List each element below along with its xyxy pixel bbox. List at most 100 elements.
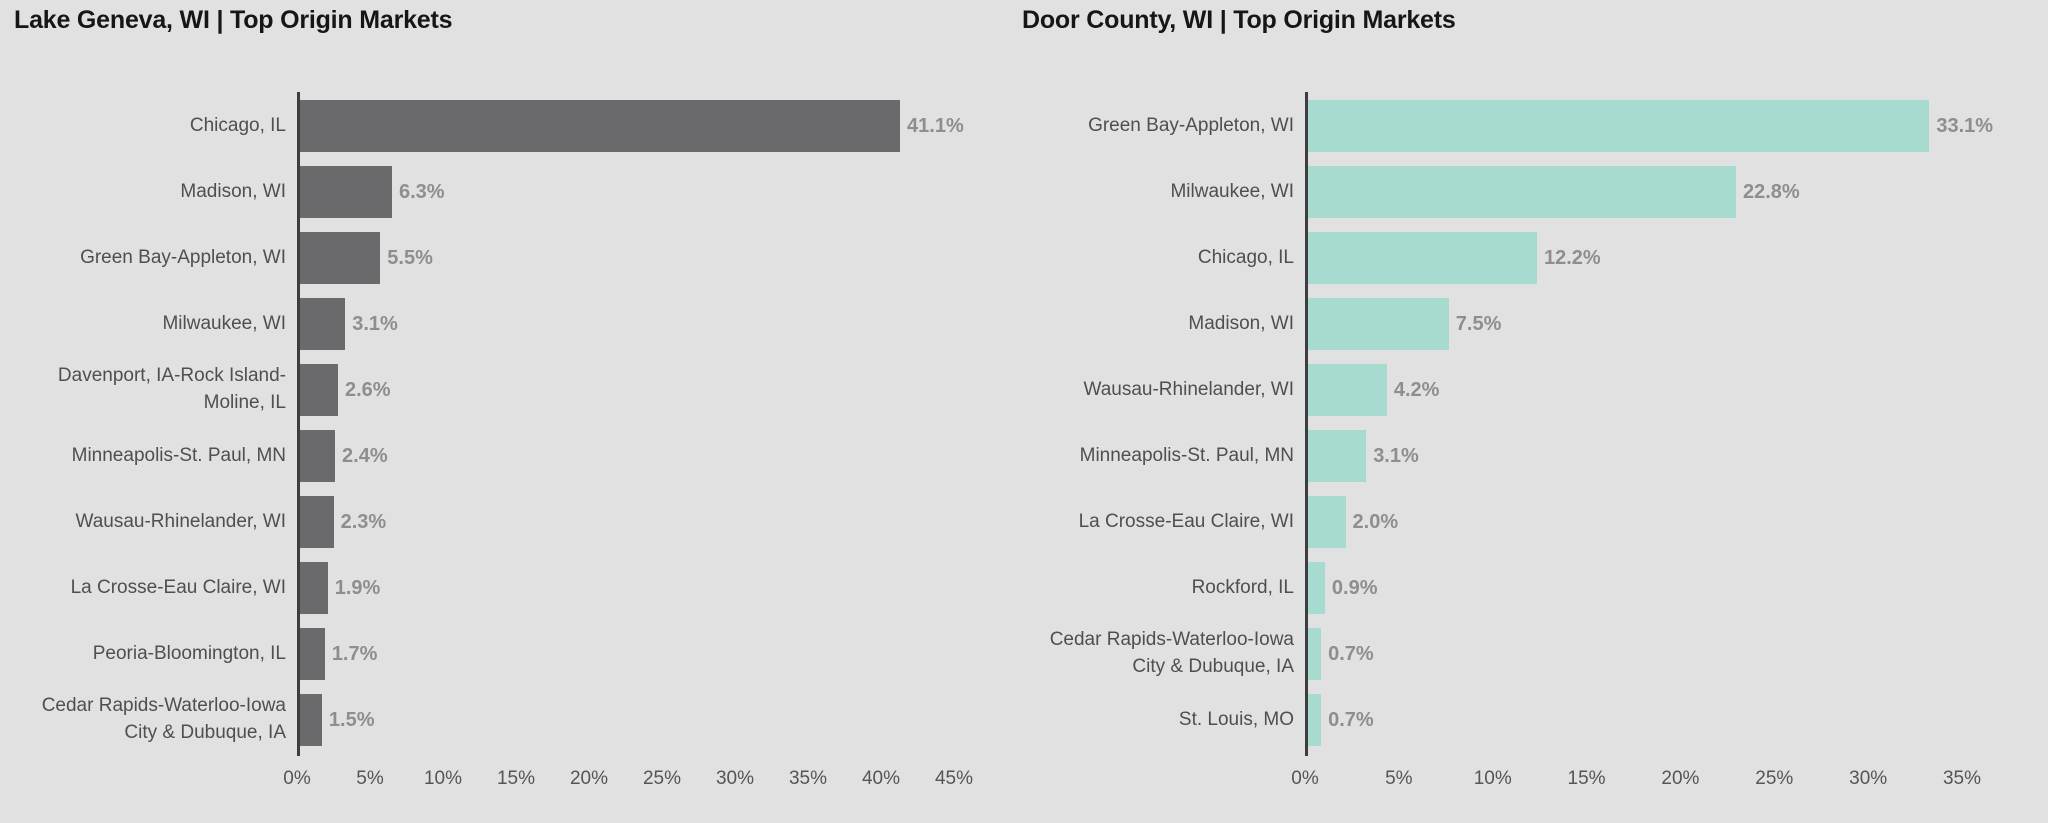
value-label: 0.7% [1328, 642, 1374, 665]
value-label: 1.5% [328, 708, 375, 731]
value-label: 2.4% [342, 444, 388, 467]
value-label: 2.0% [1352, 510, 1399, 533]
bar [300, 100, 901, 152]
x-tick-label: 45% [934, 768, 974, 789]
bar-row: Davenport, IA-Rock Island- Moline, IL 2.6… [0, 357, 960, 423]
bar [300, 562, 328, 614]
bar-track: 1.7% [300, 621, 957, 687]
value-label: 5.5% [387, 246, 433, 269]
bar-track: 3.1% [1308, 423, 1965, 489]
x-tick-label: 30% [715, 768, 755, 789]
bar [300, 496, 334, 548]
bar-row: Madison, WI 6.3% [0, 159, 960, 225]
bar-track: 22.8% [1308, 159, 1965, 225]
bar [1308, 100, 1930, 152]
value-label: 0.9% [1331, 576, 1378, 599]
category-label: La Crosse-Eau Claire, WI [1078, 510, 1294, 532]
bar [1308, 628, 1322, 680]
bar-rows: Green Bay-Appleton, WI 33.1% Milwaukee, WI… [1008, 93, 1993, 753]
bar-row: St. Louis, MO 0.7% [1008, 687, 1968, 753]
value-label: 33.1% [1936, 114, 1994, 137]
category-label: Milwaukee, WI [162, 312, 286, 334]
bar-row: Minneapolis-St. Paul, MN 3.1% [1008, 423, 1968, 489]
chart-lake-geneva: Lake Geneva, WI | Top Origin Markets Chi… [0, 0, 1008, 823]
x-tick-label: 40% [861, 768, 900, 789]
value-label: 12.2% [1544, 246, 1601, 269]
x-tick-label: 10% [1473, 768, 1512, 789]
x-tick-label: 5% [1385, 768, 1413, 789]
y-axis-line [1305, 92, 1308, 756]
bar-track: 33.1% [1308, 93, 1993, 159]
bar [300, 694, 322, 746]
bar [1308, 364, 1387, 416]
bar [1308, 166, 1736, 218]
bar-track: 3.1% [300, 291, 957, 357]
bar-row: Chicago, IL 41.1% [0, 93, 964, 159]
bar-track: 4.2% [1308, 357, 1965, 423]
bar-track: 6.3% [300, 159, 957, 225]
bar-row: Madison, WI 7.5% [1008, 291, 1968, 357]
x-tick-label: 15% [1567, 768, 1606, 789]
value-label: 6.3% [398, 180, 445, 203]
bar-row: Minneapolis-St. Paul, MN 2.4% [0, 423, 960, 489]
category-label: Green Bay-Appleton, WI [1088, 114, 1294, 136]
chart-title-lake-geneva: Lake Geneva, WI | Top Origin Markets [14, 6, 453, 34]
bar [1308, 694, 1322, 746]
x-axis: 0% 5% 10% 15% 20% 25% 30% 35% [1291, 768, 1981, 794]
bar [300, 364, 338, 416]
bar-track: 5.5% [300, 225, 957, 291]
category-label: Madison, WI [180, 180, 286, 202]
bar [1308, 232, 1537, 284]
value-label: 2.6% [344, 378, 391, 401]
x-tick-label: 5% [356, 768, 384, 789]
value-label: 2.3% [340, 510, 387, 533]
bar-track: 12.2% [1308, 225, 1965, 291]
x-tick-label: 15% [496, 768, 536, 789]
category-label: Rockford, IL [1191, 576, 1294, 598]
category-label: Wausau-Rhinelander, WI [1083, 378, 1294, 400]
x-tick-label: 0% [283, 768, 311, 789]
bar-track: 1.5% [300, 687, 957, 753]
bar-track: 0.7% [1308, 687, 1965, 753]
value-label: 3.1% [352, 312, 398, 335]
bar-row: Wausau-Rhinelander, WI 2.3% [0, 489, 960, 555]
x-tick-label: 35% [1942, 768, 1982, 789]
value-label: 1.7% [331, 642, 378, 665]
bar-track: 2.6% [300, 357, 957, 423]
bar-track: 7.5% [1308, 291, 1965, 357]
bar [1308, 496, 1346, 548]
value-label: 3.1% [1373, 444, 1419, 467]
bar-track: 0.7% [1308, 621, 1965, 687]
bar-row: Cedar Rapids-Waterloo-Iowa City & Dubuqu… [1008, 621, 1968, 687]
y-axis-line [297, 92, 300, 756]
category-label: Peoria-Bloomington, IL [92, 642, 286, 664]
category-label: Cedar Rapids-Waterloo-Iowa City & Dubuqu… [1049, 629, 1294, 677]
bar-row: Green Bay-Appleton, WI 33.1% [1008, 93, 1993, 159]
value-label: 4.2% [1393, 378, 1440, 401]
bar-row: Milwaukee, WI 22.8% [1008, 159, 1968, 225]
value-label: 22.8% [1742, 180, 1800, 203]
bar [300, 430, 336, 482]
bar-row: Milwaukee, WI 3.1% [0, 291, 960, 357]
bar-row: La Crosse-Eau Claire, WI 2.0% [1008, 489, 1968, 555]
bar-track: 41.1% [300, 93, 964, 159]
value-label: 41.1% [907, 114, 964, 137]
bar [300, 628, 325, 680]
value-label: 7.5% [1455, 312, 1502, 335]
x-tick-label: 25% [1755, 768, 1794, 789]
bar-track: 1.9% [300, 555, 957, 621]
bar [1308, 562, 1325, 614]
category-label: Wausau-Rhinelander, WI [75, 510, 286, 532]
bar-row: Rockford, IL 0.9% [1008, 555, 1968, 621]
x-tick-label: 0% [1291, 768, 1319, 789]
bar-row: Peoria-Bloomington, IL 1.7% [0, 621, 960, 687]
x-tick-label: 30% [1849, 768, 1888, 789]
x-tick-label: 35% [788, 768, 828, 789]
x-tick-label: 20% [569, 768, 608, 789]
bar-track: 2.4% [300, 423, 957, 489]
category-label: Davenport, IA-Rock Island- Moline, IL [57, 365, 286, 413]
bar [1308, 298, 1449, 350]
bar-track: 0.9% [1308, 555, 1965, 621]
category-label: St. Louis, MO [1178, 708, 1294, 730]
